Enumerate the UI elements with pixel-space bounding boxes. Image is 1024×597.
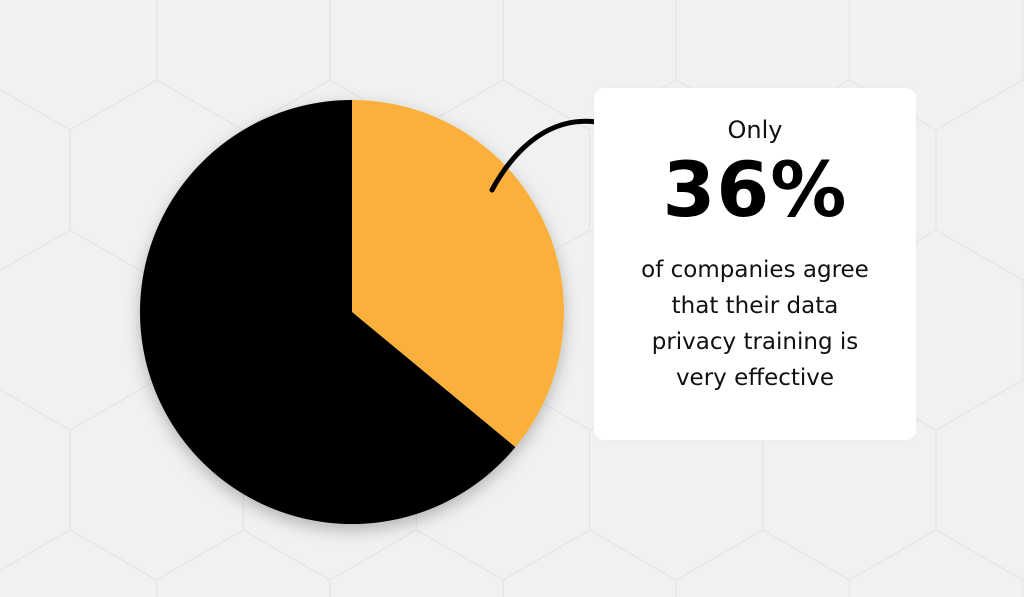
description-line: of companies agree bbox=[641, 257, 869, 283]
callout-card: Only 36% of companies agree that their d… bbox=[594, 88, 916, 440]
pie-slice-1 bbox=[139, 100, 516, 524]
callout-prefix: Only bbox=[727, 116, 783, 144]
description-line: privacy training is bbox=[651, 329, 859, 355]
pie-slice-0 bbox=[352, 100, 564, 448]
description-line: very effective bbox=[675, 365, 835, 391]
callout-value: 36% bbox=[662, 145, 848, 234]
description-line: that their data bbox=[671, 293, 839, 319]
callout-description: of companies agree that their data priva… bbox=[594, 252, 916, 396]
